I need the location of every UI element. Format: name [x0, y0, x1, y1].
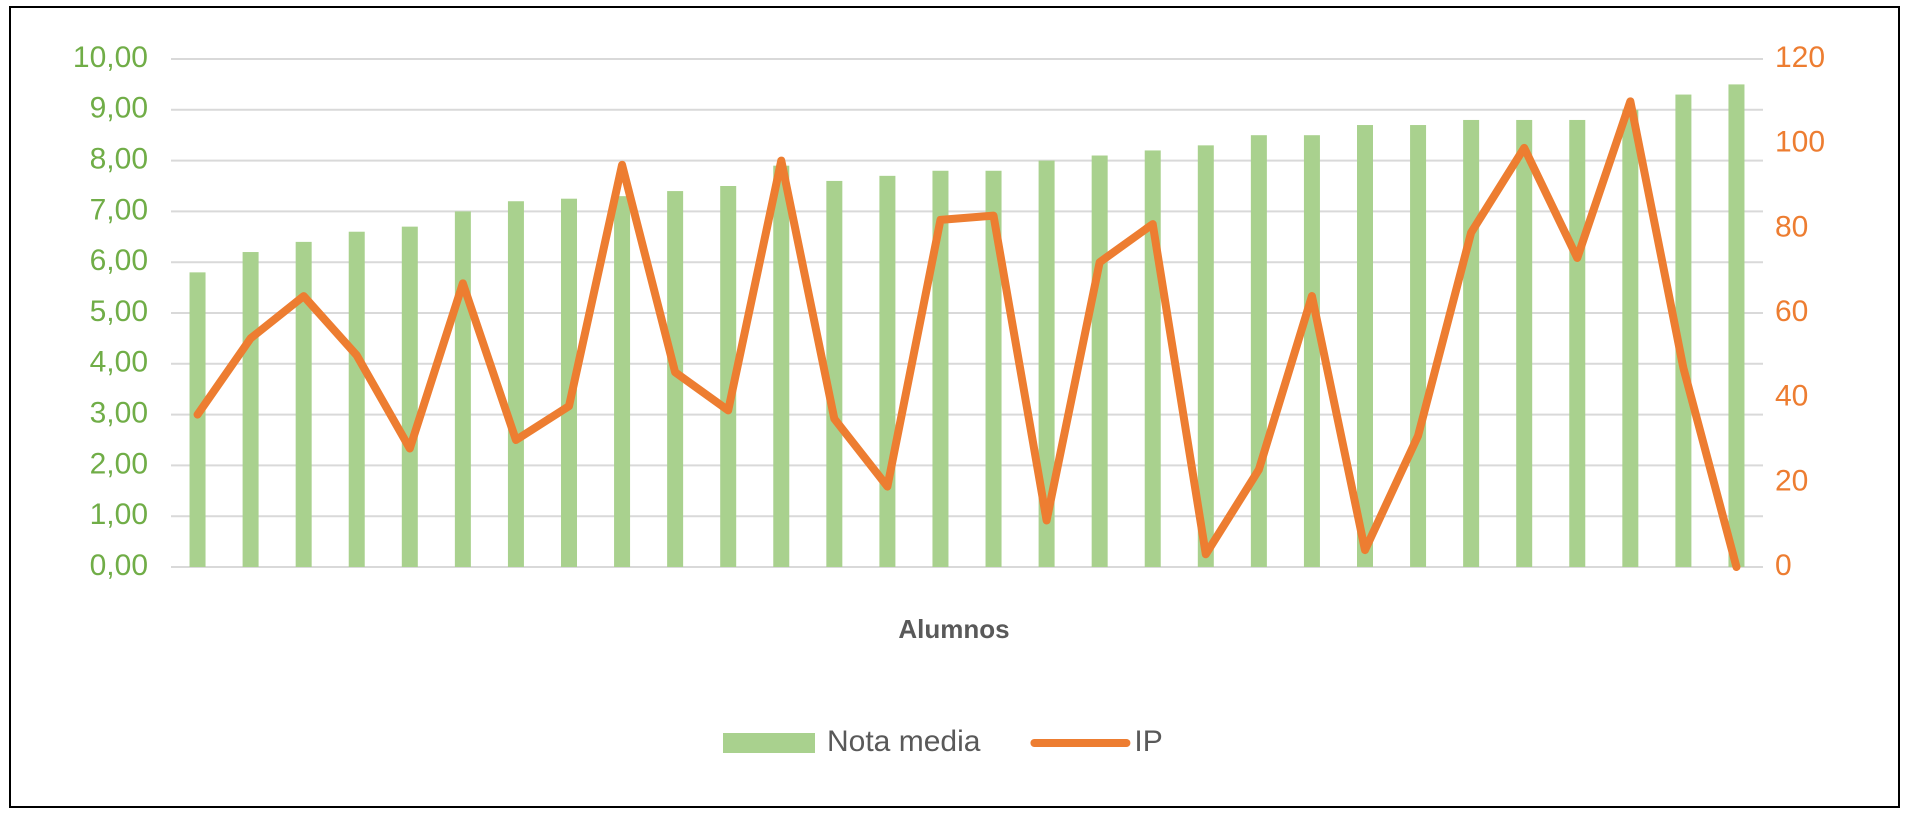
bar [295, 241, 312, 567]
y2-tick-label: 20 [1775, 464, 1808, 497]
y-tick-label: 9,00 [90, 92, 148, 125]
y2-tick-label: 120 [1775, 41, 1825, 74]
y2-tick-label: 80 [1775, 210, 1808, 243]
bar [1728, 84, 1745, 568]
legend-label: IP [1134, 725, 1162, 758]
bar [932, 170, 949, 567]
bar [1569, 119, 1586, 568]
bar [454, 211, 471, 567]
bar [1091, 155, 1108, 567]
y-tick-label: 3,00 [90, 397, 148, 430]
bar [1303, 135, 1320, 567]
bar [401, 226, 418, 567]
bar [667, 191, 684, 567]
bar [242, 252, 259, 568]
bar [1250, 135, 1267, 567]
y-tick-label: 0,00 [90, 549, 148, 582]
bar [507, 201, 524, 568]
legend-label: Nota media [827, 725, 981, 758]
y-tick-label: 7,00 [90, 193, 148, 226]
x-axis-title: Alumnos [898, 614, 1009, 644]
bar [1357, 125, 1373, 567]
bar [1144, 150, 1161, 567]
y-tick-label: 6,00 [90, 244, 148, 277]
bar [348, 231, 365, 567]
y-tick-label: 1,00 [90, 498, 148, 531]
chart-border [9, 6, 1900, 808]
legend-swatch [723, 733, 815, 753]
bar [1197, 145, 1214, 568]
bar [720, 186, 737, 567]
y-tick-label: 5,00 [90, 295, 148, 328]
bar [1675, 94, 1692, 567]
y2-tick-label: 0 [1775, 549, 1792, 582]
y-tick-label: 8,00 [90, 143, 148, 176]
y-tick-label: 10,00 [73, 41, 148, 74]
y2-tick-label: 40 [1775, 380, 1808, 413]
bar [985, 170, 1002, 567]
bar [826, 180, 843, 568]
y2-tick-label: 60 [1775, 295, 1808, 328]
bar [1038, 160, 1055, 567]
bar [1516, 119, 1533, 568]
y-tick-label: 2,00 [90, 447, 148, 480]
bar [1410, 125, 1427, 567]
bar [773, 165, 790, 567]
bar [879, 175, 896, 567]
bar [614, 196, 631, 567]
y2-tick-label: 100 [1775, 126, 1825, 159]
bar [561, 198, 577, 567]
y-tick-label: 4,00 [90, 346, 148, 379]
bar [1463, 119, 1480, 568]
bar [1622, 109, 1639, 568]
bar [189, 272, 206, 567]
line [193, 97, 1741, 571]
